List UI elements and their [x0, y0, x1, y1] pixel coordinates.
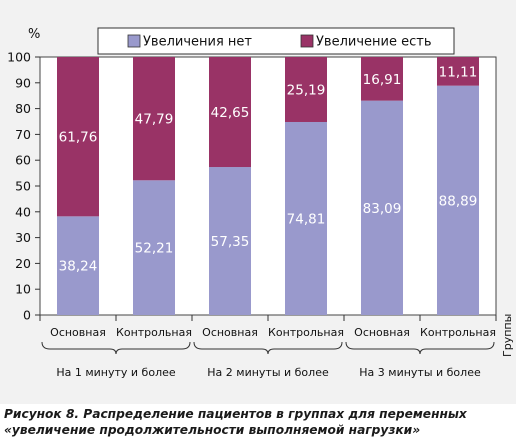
data-label: 57,35	[211, 234, 250, 250]
bar-segment-no-increase	[437, 85, 479, 315]
caption-prefix: Рисунок 8.	[4, 407, 80, 421]
data-label: 74,81	[287, 211, 326, 227]
bar-segment-increase	[361, 57, 403, 101]
data-label: 88,89	[439, 193, 478, 209]
stacked-bar-chart: % Увеличения нет Увеличение есть 0 10 20 30…	[7, 27, 514, 379]
y-tick-label: 50	[15, 179, 31, 194]
legend-label-increase: Увеличение есть	[316, 35, 431, 50]
y-tick-label: 100	[7, 50, 31, 65]
group-label: На 2 минуты и более	[207, 366, 329, 379]
y-tick-label: 60	[15, 153, 31, 168]
group-brace	[345, 341, 495, 355]
category-label: Основная	[354, 326, 410, 339]
y-tick-label: 70	[15, 127, 31, 142]
y-tick-label: 20	[15, 256, 31, 271]
plot-area: 0 10 20 30 40 50 60 70 80 90 100 38,24 61,76 52,21 47,…	[7, 50, 497, 379]
bar-segment-no-increase	[361, 100, 403, 315]
data-label: 61,76	[59, 130, 98, 146]
bar-segment-increase	[209, 57, 251, 168]
bar-segment-increase	[57, 57, 99, 217]
group-label: На 3 минуты и более	[359, 366, 481, 379]
y-tick-label: 90	[15, 75, 31, 90]
legend-swatch-no-increase	[127, 34, 141, 48]
plot-background	[39, 56, 497, 316]
category-label: Основная	[202, 326, 258, 339]
bar-segment-no-increase	[133, 180, 175, 315]
data-label: 25,19	[287, 82, 326, 98]
figure-caption: Рисунок 8. Распределение пациентов в гру…	[4, 406, 512, 438]
y-tick-label: 10	[15, 282, 31, 297]
y-tick-label: 0	[23, 308, 31, 323]
data-label: 42,65	[211, 105, 250, 121]
bar-segment-no-increase	[57, 216, 99, 315]
data-label: 52,21	[135, 241, 174, 257]
group-brace	[41, 341, 191, 355]
category-label: Контрольная	[268, 326, 344, 339]
bar-segment-increase	[133, 57, 175, 181]
y-tick-label: 40	[15, 204, 31, 219]
bar-segment-increase	[285, 57, 327, 122]
group-label: На 1 минуту и более	[56, 366, 176, 379]
bar-segment-no-increase	[285, 121, 327, 315]
legend: Увеличения нет Увеличение есть	[97, 27, 455, 55]
bar-segment-no-increase	[209, 167, 251, 315]
caption-text: Распределение пациентов в группах для пе…	[4, 407, 467, 437]
y-unit-label: %	[28, 27, 40, 42]
legend-swatch-increase	[300, 34, 314, 48]
y-tick-label: 80	[15, 101, 31, 116]
data-label: 47,79	[135, 112, 174, 128]
bar-segment-increase	[437, 57, 479, 86]
category-label: Контрольная	[420, 326, 496, 339]
group-brace	[193, 341, 343, 355]
x-axis-title: Группы	[501, 314, 514, 357]
category-label: Контрольная	[116, 326, 192, 339]
legend-label-no-increase: Увеличения нет	[143, 35, 252, 50]
data-label: 38,24	[59, 259, 98, 275]
category-label: Основная	[50, 326, 106, 339]
data-label: 11,11	[439, 64, 478, 80]
data-label: 16,91	[363, 72, 402, 88]
y-tick-label: 30	[15, 230, 31, 245]
data-label: 83,09	[363, 201, 402, 217]
